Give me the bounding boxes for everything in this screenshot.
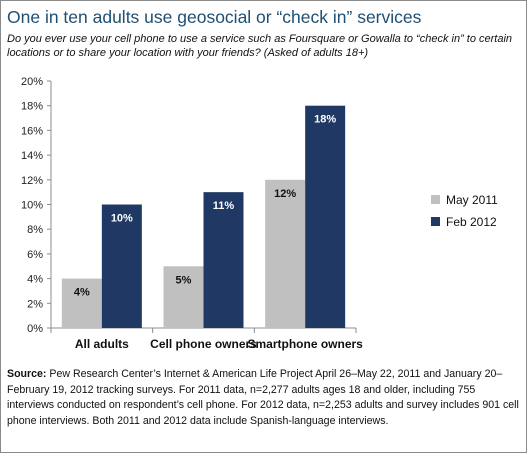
- y-tick-label: 12%: [21, 175, 43, 187]
- legend: May 2011 Feb 2012: [431, 193, 498, 229]
- bar: [305, 105, 346, 328]
- y-tick-label: 14%: [21, 150, 43, 162]
- source-note: Source: Pew Research Center’s Internet &…: [7, 367, 521, 429]
- legend-swatch: [431, 217, 440, 226]
- y-tick-label: 20%: [21, 76, 43, 88]
- x-tick-label: All adults: [75, 337, 129, 351]
- bar: [265, 179, 306, 328]
- bar: [101, 204, 142, 328]
- legend-label: Feb 2012: [446, 215, 497, 229]
- y-axis: 0% 2% 4% 6% 8% 10% 12% 14% 16% 18% 20%: [21, 76, 52, 335]
- chart-subtitle: Do you ever use your cell phone to use a…: [7, 33, 513, 59]
- source-label: Source:: [7, 368, 47, 380]
- y-tick-label: 10%: [21, 200, 43, 212]
- data-label: 12%: [274, 188, 296, 200]
- y-tick-label: 2%: [27, 298, 43, 310]
- bars: 4% 5% 12% 10% 11% 18%: [61, 105, 346, 328]
- x-tick-label: Cell phone owners: [150, 337, 257, 351]
- x-tick-label: Smartphone owners: [247, 337, 363, 351]
- data-label: 4%: [74, 287, 90, 299]
- y-tick-label: 0%: [27, 323, 43, 335]
- data-label: 5%: [176, 274, 192, 286]
- data-label: 18%: [314, 114, 336, 126]
- bar: [203, 192, 244, 328]
- data-label: 11%: [213, 200, 235, 212]
- legend-swatch: [431, 195, 440, 204]
- y-tick-label: 6%: [27, 249, 43, 261]
- bar: [61, 278, 102, 328]
- data-label: 10%: [111, 213, 133, 225]
- source-text: Pew Research Center’s Internet & America…: [7, 368, 519, 427]
- y-tick-label: 18%: [21, 101, 43, 113]
- chart-title: One in ten adults use geosocial or “chec…: [7, 7, 422, 27]
- y-tick-label: 16%: [21, 125, 43, 137]
- y-tick-label: 4%: [27, 274, 43, 286]
- legend-label: May 2011: [446, 193, 498, 207]
- bar-chart: 0% 2% 4% 6% 8% 10% 12% 14% 16% 18% 20% All adults C…: [21, 76, 498, 351]
- bar: [163, 266, 204, 328]
- y-tick-label: 8%: [27, 224, 43, 236]
